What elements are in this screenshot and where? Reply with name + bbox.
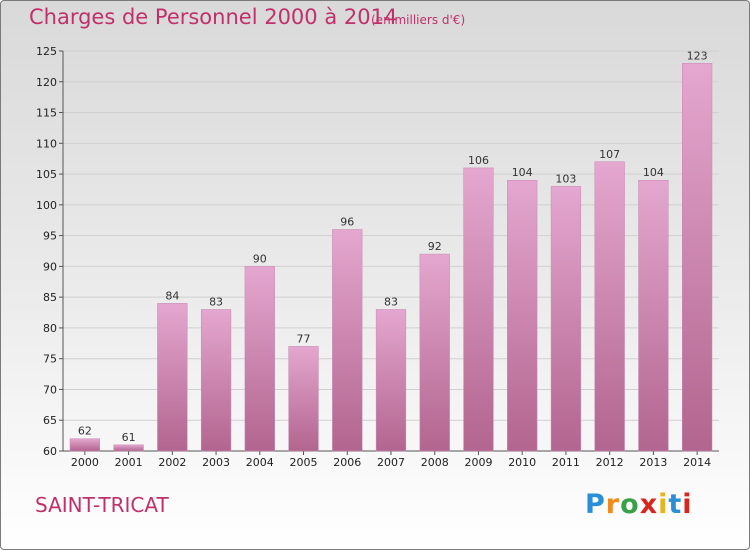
logo-letter: i [658, 489, 669, 520]
data-label: 84 [165, 289, 179, 302]
x-tick-label: 2004 [246, 456, 274, 469]
x-tick-label: 2008 [421, 456, 449, 469]
data-label: 104 [643, 166, 664, 179]
data-label: 62 [78, 425, 92, 438]
data-label: 123 [687, 49, 708, 62]
bar [550, 186, 582, 452]
y-tick-label: 85 [43, 291, 57, 304]
x-tick-label: 2006 [333, 456, 361, 469]
y-tick-label: 120 [36, 76, 57, 89]
chart-subtitle: (en milliers d'€) [371, 13, 466, 27]
logo-letter: x [639, 489, 659, 520]
chart-title: Charges de Personnel 2000 à 2014 [29, 5, 398, 29]
y-tick-label: 105 [36, 168, 57, 181]
logo-letter: o [620, 489, 640, 520]
bar [419, 253, 450, 452]
bar [113, 444, 144, 452]
y-tick-label: 65 [43, 414, 57, 427]
bars [69, 63, 713, 452]
bar [157, 303, 188, 452]
y-tick-label: 60 [43, 445, 57, 458]
data-label: 61 [122, 431, 136, 444]
y-tick-label: 70 [43, 383, 57, 396]
logo-letter: i [682, 489, 693, 520]
y-tick-label: 115 [36, 107, 57, 120]
x-tick-label: 2003 [202, 456, 230, 469]
x-tick-label: 2005 [290, 456, 318, 469]
bar [638, 179, 669, 452]
data-label: 104 [512, 166, 533, 179]
bar [244, 266, 275, 452]
x-tick-label: 2013 [639, 456, 667, 469]
data-label: 83 [209, 295, 223, 308]
x-tick-label: 2014 [683, 456, 711, 469]
x-tick-label: 2012 [596, 456, 624, 469]
y-tick-label: 110 [36, 137, 57, 150]
data-label: 106 [468, 154, 489, 167]
data-label: 83 [384, 295, 398, 308]
x-tick-label: 2001 [115, 456, 143, 469]
data-label: 103 [555, 172, 576, 185]
bar [463, 167, 494, 452]
x-tick-label: 2011 [552, 456, 580, 469]
logo-letter: r [605, 489, 621, 520]
x-tick-label: 2007 [377, 456, 405, 469]
town-name: SAINT-TRICAT [35, 493, 169, 517]
x-tick-label: 2000 [71, 456, 99, 469]
data-label: 107 [599, 148, 620, 161]
y-tick-label: 90 [43, 260, 57, 273]
bar [375, 309, 407, 452]
logo-letter: t [668, 489, 683, 520]
y-tick-label: 125 [36, 45, 57, 58]
bar [507, 179, 538, 452]
data-label: 92 [428, 240, 442, 253]
x-tick-label: 2009 [464, 456, 492, 469]
x-tick-label: 2010 [508, 456, 536, 469]
x-tick-label: 2002 [158, 456, 186, 469]
y-tick-label: 80 [43, 322, 57, 335]
proxiti-logo[interactable]: Proxiti [585, 489, 693, 520]
bar [332, 229, 363, 452]
y-tick-label: 75 [43, 353, 57, 366]
bar [288, 346, 319, 452]
data-label: 90 [253, 252, 267, 265]
data-label: 77 [297, 332, 311, 345]
data-label: 96 [340, 215, 354, 228]
y-tick-label: 95 [43, 230, 57, 243]
y-tick-label: 100 [36, 199, 57, 212]
bar [200, 309, 232, 452]
bar [682, 63, 713, 452]
bar [594, 161, 625, 452]
logo-letter: P [585, 489, 606, 520]
bar [69, 438, 100, 452]
labels: 60 65 70 75 80 85 90 95 100 105 110 115 120 125 62 2000… [36, 45, 711, 469]
